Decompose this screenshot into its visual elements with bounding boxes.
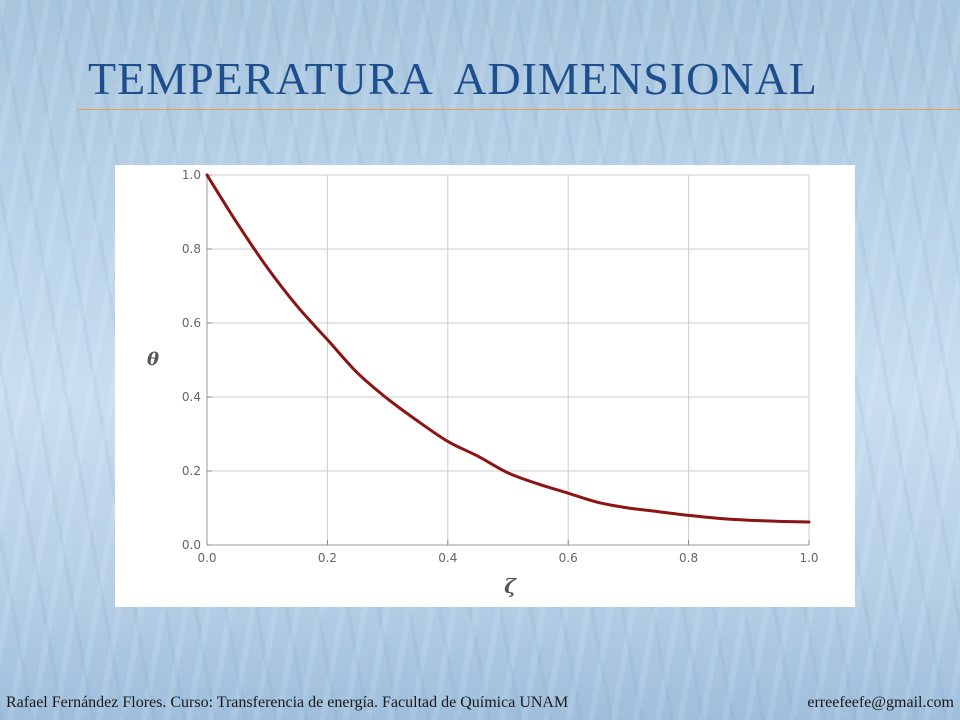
chart-grid [206, 174, 810, 546]
chart-series [205, 173, 811, 524]
title-underline [78, 109, 960, 110]
chart-ticks: 0.0 0.2 0.4 0.6 0.8 1.0 0.0 0.2 0.4 0.6 0.8 1.0 [182, 168, 819, 565]
x-axis-label: ζ [504, 574, 517, 598]
x-tick-label: 0.2 [318, 551, 337, 565]
footer-credit: Rafael Fernández Flores. Curso: Transfer… [6, 694, 569, 711]
y-tick-label: 0.2 [182, 464, 201, 478]
x-tick-label: 0.8 [679, 551, 698, 565]
footer-email: erreefeefe@gmail.com [807, 694, 954, 711]
line-chart: 0.0 0.2 0.4 0.6 0.8 1.0 0.0 0.2 0.4 0.6 0.8 1.0 θ ζ [147, 168, 819, 598]
x-tick-label: 0.6 [559, 551, 578, 565]
y-tick-label: 0.0 [182, 538, 201, 552]
series-line-theta [205, 173, 811, 524]
y-tick-label: 0.6 [182, 316, 201, 330]
chart-panel: 0.0 0.2 0.4 0.6 0.8 1.0 0.0 0.2 0.4 0.6 0.8 1.0 θ ζ [115, 165, 855, 607]
x-tick-label: 0.4 [438, 551, 457, 565]
x-tick-label: 1.0 [799, 551, 818, 565]
y-axis-label: θ [147, 349, 159, 370]
y-tick-label: 1.0 [182, 168, 201, 182]
x-tick-label: 0.0 [197, 551, 216, 565]
chart-axes [206, 175, 809, 546]
slide-title: TEMPERATURA ADIMENSIONAL [88, 53, 818, 104]
y-tick-label: 0.8 [182, 242, 201, 256]
y-tick-label: 0.4 [182, 390, 201, 404]
